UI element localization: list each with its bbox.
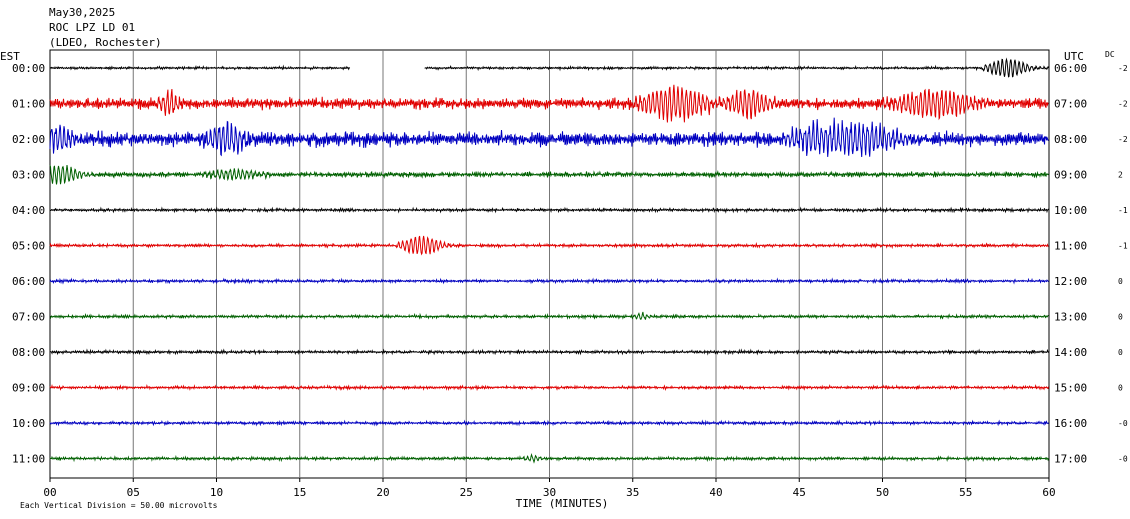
est-time-label: 05:00 [12, 240, 45, 253]
est-time-label: 06:00 [12, 275, 45, 288]
dc-offset-label: 0 [1118, 277, 1123, 286]
est-time-label: 01:00 [12, 98, 45, 111]
est-time-label: 11:00 [12, 453, 45, 466]
est-time-label: 02:00 [12, 133, 45, 146]
dc-offset-label: -2 [1118, 64, 1128, 73]
x-tick-label: 60 [1042, 486, 1055, 499]
x-tick-label: 05 [127, 486, 140, 499]
x-tick-label: 40 [709, 486, 722, 499]
dc-offset-label: 0 [1118, 384, 1123, 393]
trace-row-0200 [49, 117, 1049, 158]
trace-row-0900 [49, 383, 1049, 392]
dc-offset-label: -0 [1118, 455, 1128, 464]
utc-time-label: 12:00 [1054, 275, 1087, 288]
trace-row-0700 [49, 311, 1049, 321]
utc-label: UTC [1064, 50, 1084, 63]
dc-offset-label: -2 [1118, 135, 1128, 144]
trace-row-0800 [49, 348, 1049, 356]
trace-row-0500 [49, 235, 1049, 256]
x-tick-label: 50 [876, 486, 889, 499]
utc-time-label: 13:00 [1054, 311, 1087, 324]
x-tick-label: 10 [210, 486, 223, 499]
utc-time-label: 14:00 [1054, 346, 1087, 359]
utc-time-label: 11:00 [1054, 240, 1087, 253]
est-time-label: 08:00 [12, 346, 45, 359]
trace-row-0000 [49, 57, 1049, 78]
station-label: ROC LPZ LD 01 [49, 21, 136, 34]
dc-offset-label: 0 [1118, 313, 1123, 322]
utc-time-label: 09:00 [1054, 169, 1087, 182]
x-tick-label: 35 [626, 486, 639, 499]
x-tick-label: 30 [543, 486, 556, 499]
utc-time-label: 06:00 [1054, 62, 1087, 75]
dc-label: DC [1105, 50, 1115, 59]
trace-row-0600 [49, 277, 1049, 285]
est-time-label: 00:00 [12, 62, 45, 75]
x-tick-label: 55 [959, 486, 972, 499]
dc-offset-label: -2 [1118, 100, 1128, 109]
x-axis-title: TIME (MINUTES) [516, 497, 609, 510]
footer-scale-note: Each Vertical Division = 50.00 microvolt… [20, 501, 218, 510]
est-time-label: 10:00 [12, 417, 45, 430]
utc-time-label: 16:00 [1054, 417, 1087, 430]
trace-row-0400 [49, 206, 1049, 214]
trace-row-0300 [49, 164, 1049, 185]
x-tick-label: 25 [460, 486, 473, 499]
network-label: (LDEO, Rochester) [49, 36, 162, 49]
utc-time-label: 10:00 [1054, 204, 1087, 217]
x-tick-label: 45 [793, 486, 806, 499]
est-label: EST [0, 50, 20, 63]
dc-offset-label: 2 [1118, 171, 1123, 180]
x-tick-label: 00 [43, 486, 56, 499]
trace-row-1100 [49, 452, 1049, 464]
dc-offset-label: -0 [1118, 419, 1128, 428]
trace-row-0100 [49, 84, 1049, 123]
utc-time-label: 15:00 [1054, 382, 1087, 395]
utc-time-label: 17:00 [1054, 453, 1087, 466]
est-time-label: 09:00 [12, 382, 45, 395]
est-time-label: 03:00 [12, 169, 45, 182]
date-label: May30,2025 [49, 6, 116, 19]
dc-offset-label: -1 [1118, 242, 1128, 251]
utc-time-label: 08:00 [1054, 133, 1087, 146]
est-time-label: 04:00 [12, 204, 45, 217]
trace-row-1000 [49, 419, 1049, 427]
est-time-label: 07:00 [12, 311, 45, 324]
utc-time-label: 07:00 [1054, 98, 1087, 111]
x-tick-label: 20 [376, 486, 389, 499]
dc-offset-label: -1 [1118, 206, 1128, 215]
dc-offset-label: 0 [1118, 348, 1123, 357]
x-tick-label: 15 [293, 486, 306, 499]
